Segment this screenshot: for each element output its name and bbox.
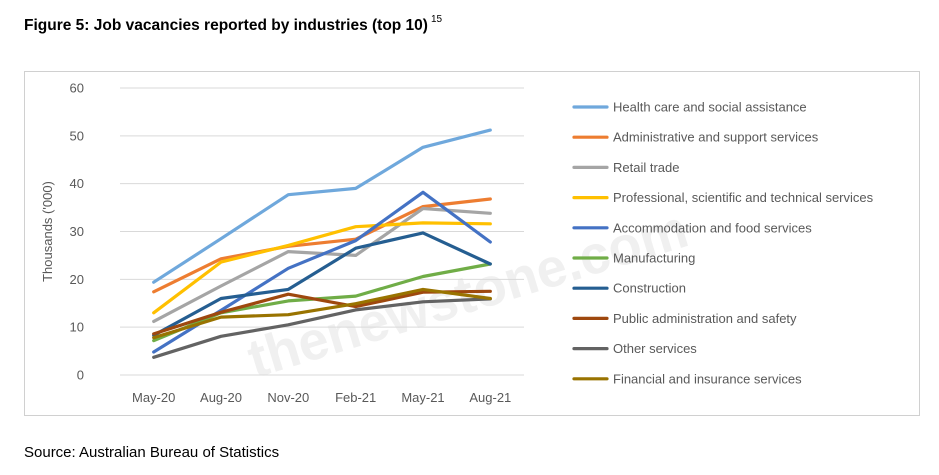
legend-label: Professional, scientific and technical s… xyxy=(613,190,874,205)
legend-item: Manufacturing xyxy=(572,251,695,266)
figure-title: Figure 5: Job vacancies reported by indu… xyxy=(24,14,443,35)
legend-item: Public administration and safety xyxy=(572,311,797,326)
series-line-4 xyxy=(152,221,492,315)
series-line-7 xyxy=(152,231,492,337)
legend-label: Other services xyxy=(613,341,697,356)
y-tick-label: 20 xyxy=(70,272,84,287)
legend-item: Construction xyxy=(572,281,686,296)
y-axis-tick-labels: 0 10 20 30 40 50 60 xyxy=(70,81,84,383)
legend-label: Retail trade xyxy=(613,160,679,175)
legend-item: Administrative and support services xyxy=(572,130,819,145)
legend-item: Professional, scientific and technical s… xyxy=(572,190,874,205)
x-axis-tick-labels: May-20 Aug-20 Nov-20 Feb-21 May-21 Aug-21 xyxy=(132,390,511,405)
y-tick-label: 0 xyxy=(77,368,84,383)
y-tick-label: 40 xyxy=(70,176,84,191)
gridlines xyxy=(120,87,524,376)
x-tick-label: May-21 xyxy=(401,390,444,405)
series-line-1 xyxy=(152,128,492,284)
x-tick-label: Feb-21 xyxy=(335,390,376,405)
series-line-2 xyxy=(152,197,492,294)
series-lines xyxy=(152,128,492,359)
figure-footnote-marker: 15 xyxy=(430,14,443,25)
legend-item: Other services xyxy=(572,341,697,356)
chart-frame xyxy=(24,71,920,416)
legend-label: Administrative and support services xyxy=(613,130,819,145)
series-line-10 xyxy=(152,287,492,340)
legend-label: Public administration and safety xyxy=(613,311,797,326)
legend-label: Construction xyxy=(613,281,686,296)
legend-label: Accommodation and food services xyxy=(613,220,812,235)
y-tick-label: 10 xyxy=(70,320,84,335)
x-tick-label: May-20 xyxy=(132,390,175,405)
y-axis-label: Thousands ('000) xyxy=(40,181,55,282)
legend: Health care and social assistance Adminis… xyxy=(572,100,874,386)
y-tick-label: 30 xyxy=(70,224,84,239)
x-tick-label: Aug-21 xyxy=(469,390,511,405)
legend-item: Financial and insurance services xyxy=(572,371,802,386)
legend-label: Financial and insurance services xyxy=(613,371,802,386)
y-tick-label: 50 xyxy=(70,128,84,143)
source-note: Source: Australian Bureau of Statistics xyxy=(24,444,280,461)
x-tick-label: Aug-20 xyxy=(200,390,242,405)
legend-item: Retail trade xyxy=(572,160,679,175)
legend-label: Health care and social assistance xyxy=(613,100,807,115)
series-line-9 xyxy=(152,297,492,359)
legend-item: Accommodation and food services xyxy=(572,220,812,235)
legend-label: Manufacturing xyxy=(613,251,695,266)
x-tick-label: Nov-20 xyxy=(267,390,309,405)
figure-title-text: Figure 5: Job vacancies reported by indu… xyxy=(24,17,428,35)
y-tick-label: 60 xyxy=(70,81,84,96)
legend-item: Health care and social assistance xyxy=(572,100,807,115)
